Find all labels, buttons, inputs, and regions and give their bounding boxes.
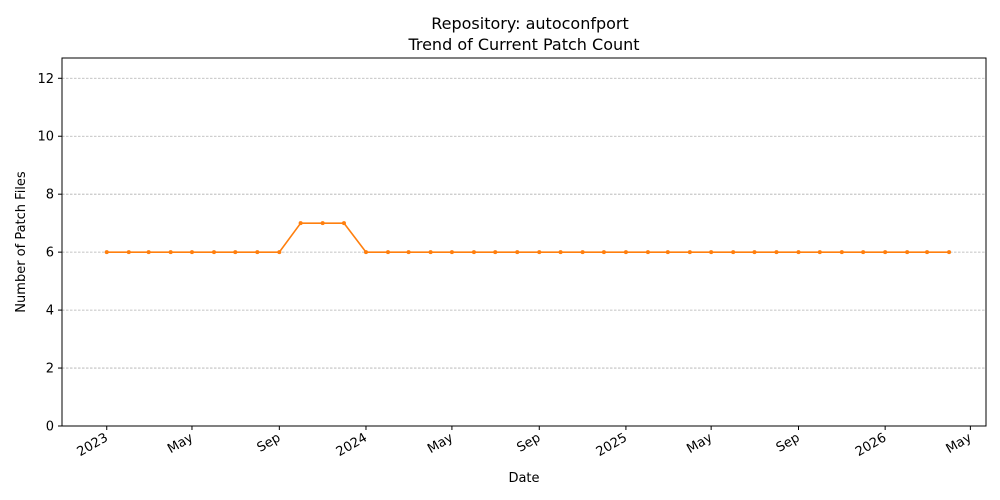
data-point xyxy=(580,250,585,255)
data-point xyxy=(774,250,779,255)
data-point xyxy=(925,250,930,255)
data-point xyxy=(665,250,670,255)
data-point xyxy=(298,221,303,226)
data-point xyxy=(255,250,260,255)
data-point xyxy=(428,250,433,255)
data-point xyxy=(623,250,628,255)
y-tick-label: 10 xyxy=(37,130,54,145)
data-point xyxy=(883,250,888,255)
y-axis-ticks: 0 2 4 6 8 10 12 xyxy=(37,72,62,435)
data-point xyxy=(515,250,520,255)
series-line xyxy=(106,222,950,253)
data-point xyxy=(558,250,563,255)
x-tick-label: May xyxy=(684,430,715,457)
data-point xyxy=(385,250,390,255)
x-tick-label: 2023 xyxy=(75,430,111,460)
x-tick-label: 2024 xyxy=(334,430,370,460)
x-tick-label: May xyxy=(425,430,456,457)
data-point xyxy=(126,250,131,255)
data-point xyxy=(537,250,542,255)
data-point xyxy=(233,250,238,255)
data-point xyxy=(104,250,109,255)
data-point xyxy=(817,250,822,255)
data-point xyxy=(320,221,325,226)
data-point xyxy=(146,250,151,255)
y-tick-label: 2 xyxy=(46,362,54,377)
data-point xyxy=(168,250,173,255)
data-point xyxy=(471,250,476,255)
y-tick-label: 4 xyxy=(46,304,54,319)
x-tick-label: Sep xyxy=(255,430,284,455)
data-point xyxy=(341,221,346,226)
x-axis-ticks: 2023 May Sep 2024 May Sep 2025 May Sep 2026 May xyxy=(75,426,975,460)
series-layer xyxy=(104,221,952,255)
chart-subtitle: Trend of Current Patch Count xyxy=(407,35,639,54)
y-tick-label: 8 xyxy=(46,188,54,203)
x-tick-label: May xyxy=(165,430,196,457)
grid-lines xyxy=(62,77,986,369)
y-tick-label: 0 xyxy=(46,420,54,435)
data-point xyxy=(601,250,606,255)
data-point xyxy=(449,250,454,255)
data-point xyxy=(189,250,194,255)
data-point xyxy=(493,250,498,255)
data-point xyxy=(905,250,910,255)
data-point xyxy=(645,250,650,255)
data-point xyxy=(406,250,411,255)
y-tick-label: 12 xyxy=(37,72,54,87)
chart-title: Repository: autoconfport xyxy=(431,14,629,33)
data-point xyxy=(277,250,282,255)
data-point xyxy=(687,250,692,255)
data-point xyxy=(839,250,844,255)
x-axis-label: Date xyxy=(508,471,539,486)
x-tick-label: Sep xyxy=(515,430,544,455)
x-tick-label: 2026 xyxy=(853,430,889,460)
data-point xyxy=(731,250,736,255)
data-point xyxy=(947,250,952,255)
x-tick-label: May xyxy=(944,430,975,457)
data-point xyxy=(709,250,714,255)
data-point xyxy=(211,250,216,255)
x-tick-label: 2025 xyxy=(594,430,630,460)
y-axis-label: Number of Patch Files xyxy=(14,171,29,313)
data-point xyxy=(363,250,368,255)
data-point xyxy=(752,250,757,255)
data-point xyxy=(796,250,801,255)
y-tick-label: 6 xyxy=(46,246,54,261)
data-point xyxy=(861,250,866,255)
x-tick-label: Sep xyxy=(774,430,803,455)
plot-area-frame xyxy=(61,57,987,427)
